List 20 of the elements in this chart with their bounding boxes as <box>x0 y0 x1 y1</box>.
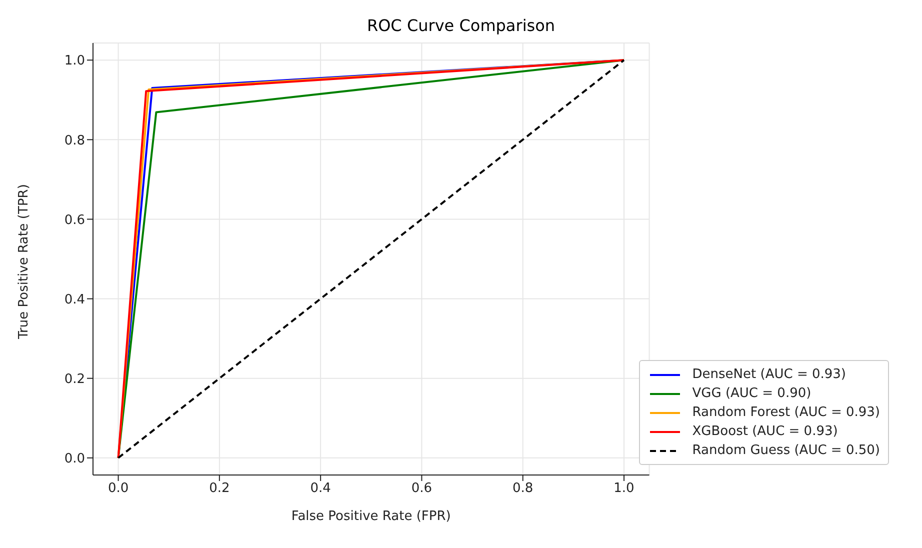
x-tick-label: 0.0 <box>108 481 129 496</box>
legend-label: VGG (AUC = 0.90) <box>692 385 812 403</box>
x-tick-label: 0.8 <box>512 481 534 496</box>
x-tick-label: 0.6 <box>411 481 432 496</box>
x-axis-title: False Positive Rate (FPR) <box>291 509 451 524</box>
y-tick-label: 0.0 <box>64 452 85 467</box>
y-tick-label: 0.8 <box>64 133 85 148</box>
y-axis-title: True Positive Rate (TPR) <box>16 184 32 340</box>
y-tick-label: 0.6 <box>64 212 85 228</box>
y-tick-label: 0.2 <box>64 372 85 387</box>
legend-label: Random Forest (AUC = 0.93) <box>692 404 880 422</box>
y-tick-label: 1.0 <box>64 54 85 69</box>
x-tick-label: 1.0 <box>614 481 634 496</box>
x-tick-label: 0.4 <box>310 481 331 496</box>
y-tick-label: 0.4 <box>64 292 85 308</box>
legend-label: Random Guess (AUC = 0.50) <box>692 442 880 460</box>
legend-label: DenseNet (AUC = 0.93) <box>692 366 846 384</box>
legend-label: XGBoost (AUC = 0.93) <box>692 423 838 441</box>
chart-title: ROC Curve Comparison <box>366 16 556 35</box>
x-tick-label: 0.2 <box>209 481 230 496</box>
